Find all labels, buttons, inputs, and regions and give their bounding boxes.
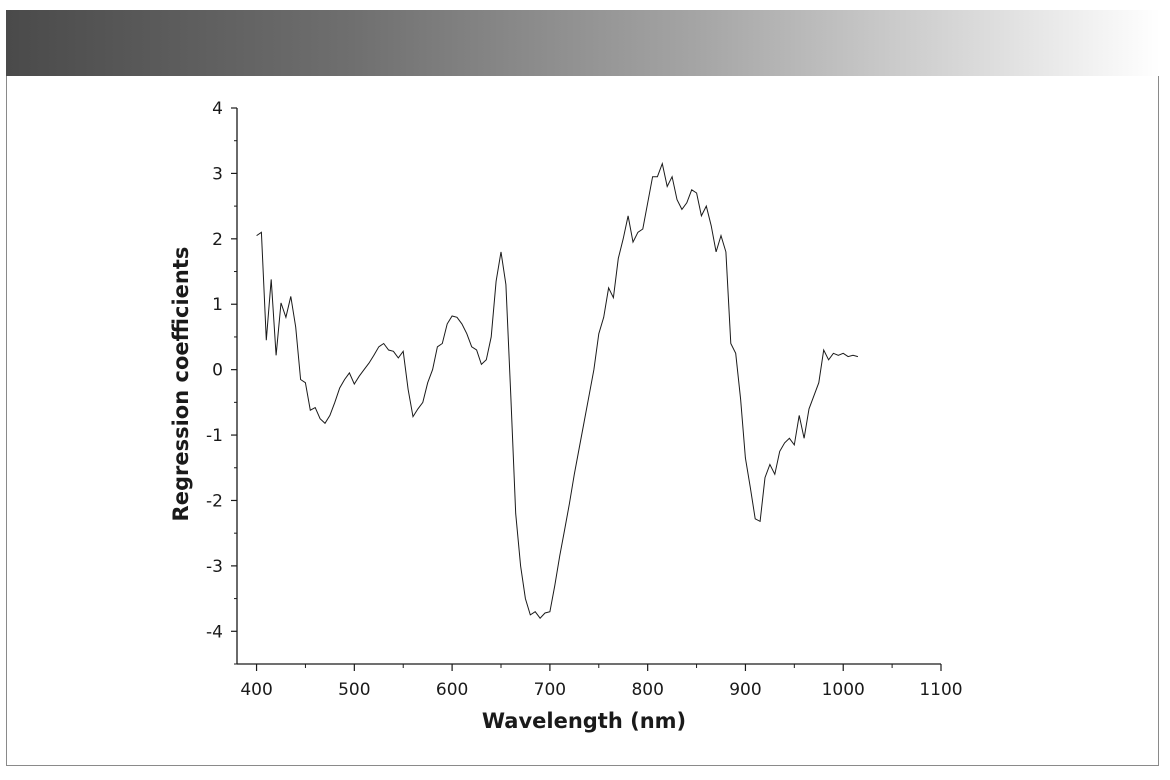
- x-tick-label: 500: [338, 680, 370, 700]
- y-tick-label: 2: [212, 230, 223, 250]
- x-tick-label: 900: [729, 680, 761, 700]
- x-tick-label: 700: [534, 680, 566, 700]
- y-axis-title: Regression coefficients: [169, 247, 193, 522]
- y-tick-label: -3: [206, 557, 223, 577]
- x-axis-title: Wavelength (nm): [482, 709, 686, 733]
- x-tick-label: 800: [631, 680, 663, 700]
- ticks: -4 -3 -2 -1 0 1 2 3 4 400 500 600 700 800 900 1000 1100: [206, 99, 963, 700]
- series-line: [256, 161, 859, 619]
- y-tick-label: -1: [206, 426, 223, 446]
- header-band: [6, 10, 1160, 76]
- y-tick-label: 4: [212, 99, 223, 119]
- y-tick-label: 1: [212, 295, 223, 315]
- y-tick-label: -4: [206, 622, 223, 642]
- x-tick-label: 600: [436, 680, 468, 700]
- chart-frame: [6, 76, 1159, 766]
- y-tick-label: -2: [206, 491, 223, 511]
- y-tick-label: 3: [212, 164, 223, 184]
- y-tick-label: 0: [212, 361, 223, 381]
- axes: [236, 108, 941, 665]
- x-tick-label: 1100: [919, 680, 962, 700]
- x-tick-label: 400: [240, 680, 272, 700]
- x-tick-label: 1000: [822, 680, 865, 700]
